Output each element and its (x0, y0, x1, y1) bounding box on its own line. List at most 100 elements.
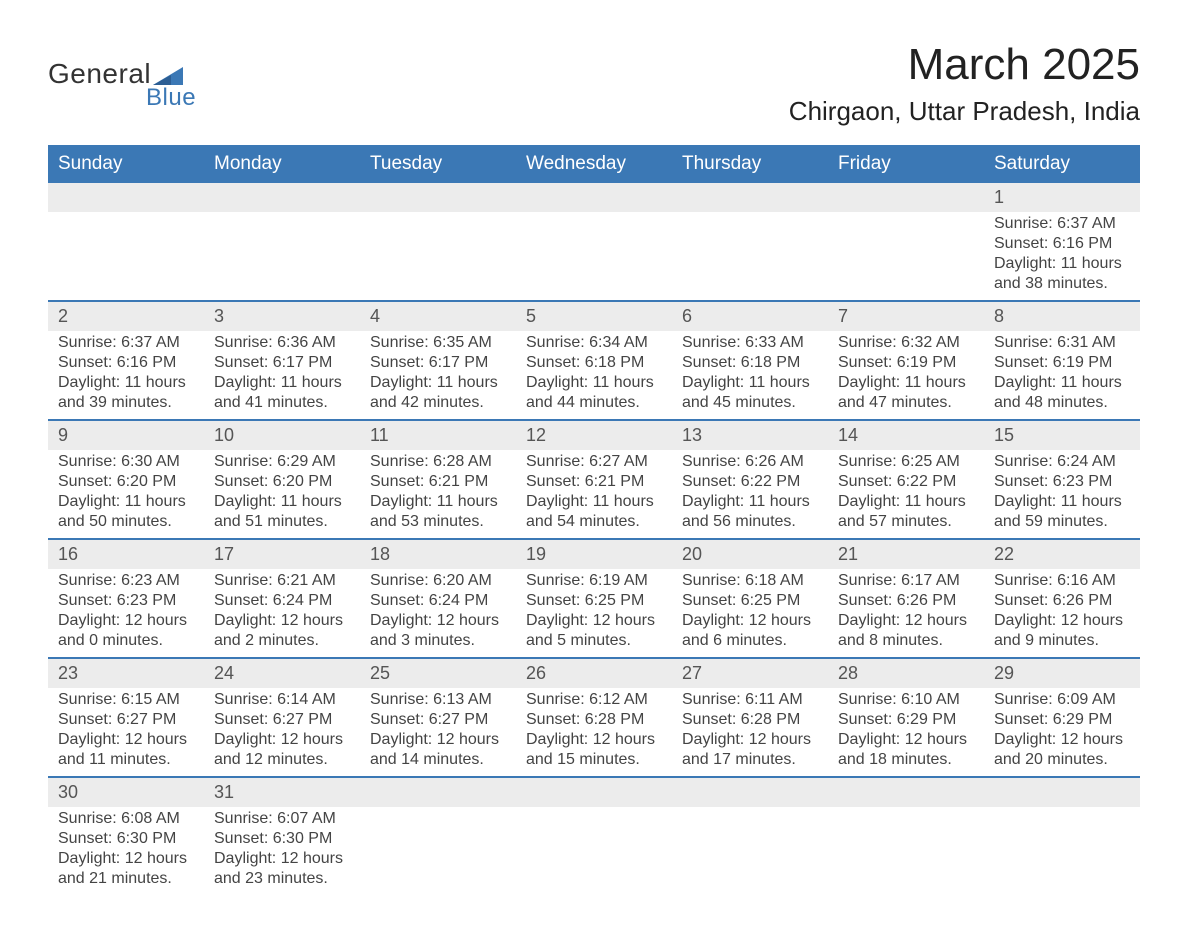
day-body (360, 807, 516, 881)
day-number (360, 778, 516, 807)
daylight-line: Daylight: 12 hours and 12 minutes. (214, 730, 350, 770)
weekday-header: Monday (204, 145, 360, 183)
day-number: 26 (516, 659, 672, 688)
calendar-day-cell: 21Sunrise: 6:17 AMSunset: 6:26 PMDayligh… (828, 539, 984, 658)
day-number: 16 (48, 540, 204, 569)
day-body: Sunrise: 6:13 AMSunset: 6:27 PMDaylight:… (360, 688, 516, 776)
calendar-day-cell (516, 183, 672, 301)
day-body: Sunrise: 6:32 AMSunset: 6:19 PMDaylight:… (828, 331, 984, 419)
sunrise-line: Sunrise: 6:17 AM (838, 571, 974, 591)
calendar-day-cell: 27Sunrise: 6:11 AMSunset: 6:28 PMDayligh… (672, 658, 828, 777)
day-number: 8 (984, 302, 1140, 331)
month-title: March 2025 (789, 40, 1140, 90)
calendar-day-cell: 4Sunrise: 6:35 AMSunset: 6:17 PMDaylight… (360, 301, 516, 420)
day-number: 23 (48, 659, 204, 688)
sunrise-line: Sunrise: 6:29 AM (214, 452, 350, 472)
weekday-header: Tuesday (360, 145, 516, 183)
sunrise-line: Sunrise: 6:10 AM (838, 690, 974, 710)
day-body: Sunrise: 6:36 AMSunset: 6:17 PMDaylight:… (204, 331, 360, 419)
day-body: Sunrise: 6:12 AMSunset: 6:28 PMDaylight:… (516, 688, 672, 776)
sunset-line: Sunset: 6:21 PM (526, 472, 662, 492)
calendar-day-cell: 1Sunrise: 6:37 AMSunset: 6:16 PMDaylight… (984, 183, 1140, 301)
sunrise-line: Sunrise: 6:18 AM (682, 571, 818, 591)
calendar-day-cell: 20Sunrise: 6:18 AMSunset: 6:25 PMDayligh… (672, 539, 828, 658)
sunset-line: Sunset: 6:23 PM (58, 591, 194, 611)
day-body: Sunrise: 6:29 AMSunset: 6:20 PMDaylight:… (204, 450, 360, 538)
daylight-line: Daylight: 11 hours and 41 minutes. (214, 373, 350, 413)
sunrise-line: Sunrise: 6:34 AM (526, 333, 662, 353)
day-number: 5 (516, 302, 672, 331)
day-number (984, 778, 1140, 807)
sunrise-line: Sunrise: 6:16 AM (994, 571, 1130, 591)
day-body: Sunrise: 6:10 AMSunset: 6:29 PMDaylight:… (828, 688, 984, 776)
day-number: 27 (672, 659, 828, 688)
day-body: Sunrise: 6:27 AMSunset: 6:21 PMDaylight:… (516, 450, 672, 538)
title-block: March 2025 Chirgaon, Uttar Pradesh, Indi… (789, 40, 1140, 127)
day-body (516, 212, 672, 286)
day-body: Sunrise: 6:07 AMSunset: 6:30 PMDaylight:… (204, 807, 360, 895)
sunset-line: Sunset: 6:20 PM (214, 472, 350, 492)
calendar-day-cell: 31Sunrise: 6:07 AMSunset: 6:30 PMDayligh… (204, 777, 360, 895)
sunrise-line: Sunrise: 6:30 AM (58, 452, 194, 472)
sunset-line: Sunset: 6:19 PM (994, 353, 1130, 373)
day-body (360, 212, 516, 286)
day-number: 7 (828, 302, 984, 331)
sunset-line: Sunset: 6:26 PM (838, 591, 974, 611)
day-number (672, 778, 828, 807)
calendar-day-cell (984, 777, 1140, 895)
sunrise-line: Sunrise: 6:36 AM (214, 333, 350, 353)
calendar-day-cell: 30Sunrise: 6:08 AMSunset: 6:30 PMDayligh… (48, 777, 204, 895)
sunset-line: Sunset: 6:22 PM (838, 472, 974, 492)
day-body: Sunrise: 6:21 AMSunset: 6:24 PMDaylight:… (204, 569, 360, 657)
sunrise-line: Sunrise: 6:31 AM (994, 333, 1130, 353)
day-number: 21 (828, 540, 984, 569)
daylight-line: Daylight: 12 hours and 6 minutes. (682, 611, 818, 651)
day-body (828, 807, 984, 881)
day-number: 9 (48, 421, 204, 450)
day-body: Sunrise: 6:23 AMSunset: 6:23 PMDaylight:… (48, 569, 204, 657)
day-number (828, 778, 984, 807)
day-number: 28 (828, 659, 984, 688)
day-number (828, 183, 984, 212)
calendar-day-cell (360, 777, 516, 895)
daylight-line: Daylight: 11 hours and 48 minutes. (994, 373, 1130, 413)
calendar-day-cell (828, 183, 984, 301)
day-body (516, 807, 672, 881)
sunrise-line: Sunrise: 6:13 AM (370, 690, 506, 710)
sunrise-line: Sunrise: 6:14 AM (214, 690, 350, 710)
day-number: 29 (984, 659, 1140, 688)
daylight-line: Daylight: 12 hours and 14 minutes. (370, 730, 506, 770)
calendar-day-cell: 23Sunrise: 6:15 AMSunset: 6:27 PMDayligh… (48, 658, 204, 777)
calendar-day-cell: 24Sunrise: 6:14 AMSunset: 6:27 PMDayligh… (204, 658, 360, 777)
calendar-header-row: SundayMondayTuesdayWednesdayThursdayFrid… (48, 145, 1140, 183)
sunset-line: Sunset: 6:16 PM (58, 353, 194, 373)
day-body: Sunrise: 6:19 AMSunset: 6:25 PMDaylight:… (516, 569, 672, 657)
sunrise-line: Sunrise: 6:24 AM (994, 452, 1130, 472)
day-number: 4 (360, 302, 516, 331)
calendar-week-row: 16Sunrise: 6:23 AMSunset: 6:23 PMDayligh… (48, 539, 1140, 658)
day-number: 18 (360, 540, 516, 569)
day-body: Sunrise: 6:33 AMSunset: 6:18 PMDaylight:… (672, 331, 828, 419)
daylight-line: Daylight: 11 hours and 51 minutes. (214, 492, 350, 532)
day-body: Sunrise: 6:08 AMSunset: 6:30 PMDaylight:… (48, 807, 204, 895)
calendar-day-cell: 2Sunrise: 6:37 AMSunset: 6:16 PMDaylight… (48, 301, 204, 420)
sunset-line: Sunset: 6:30 PM (58, 829, 194, 849)
daylight-line: Daylight: 11 hours and 44 minutes. (526, 373, 662, 413)
location: Chirgaon, Uttar Pradesh, India (789, 96, 1140, 127)
sunrise-line: Sunrise: 6:26 AM (682, 452, 818, 472)
day-body: Sunrise: 6:16 AMSunset: 6:26 PMDaylight:… (984, 569, 1140, 657)
day-body (672, 212, 828, 286)
calendar-day-cell (360, 183, 516, 301)
daylight-line: Daylight: 11 hours and 53 minutes. (370, 492, 506, 532)
header: General Blue March 2025 Chirgaon, Uttar … (48, 40, 1140, 127)
sunset-line: Sunset: 6:20 PM (58, 472, 194, 492)
sunrise-line: Sunrise: 6:07 AM (214, 809, 350, 829)
calendar-week-row: 9Sunrise: 6:30 AMSunset: 6:20 PMDaylight… (48, 420, 1140, 539)
logo-line-1: General (48, 58, 196, 90)
daylight-line: Daylight: 12 hours and 15 minutes. (526, 730, 662, 770)
sunset-line: Sunset: 6:28 PM (682, 710, 818, 730)
calendar-day-cell: 14Sunrise: 6:25 AMSunset: 6:22 PMDayligh… (828, 420, 984, 539)
calendar-day-cell: 5Sunrise: 6:34 AMSunset: 6:18 PMDaylight… (516, 301, 672, 420)
daylight-line: Daylight: 11 hours and 56 minutes. (682, 492, 818, 532)
calendar-day-cell: 18Sunrise: 6:20 AMSunset: 6:24 PMDayligh… (360, 539, 516, 658)
